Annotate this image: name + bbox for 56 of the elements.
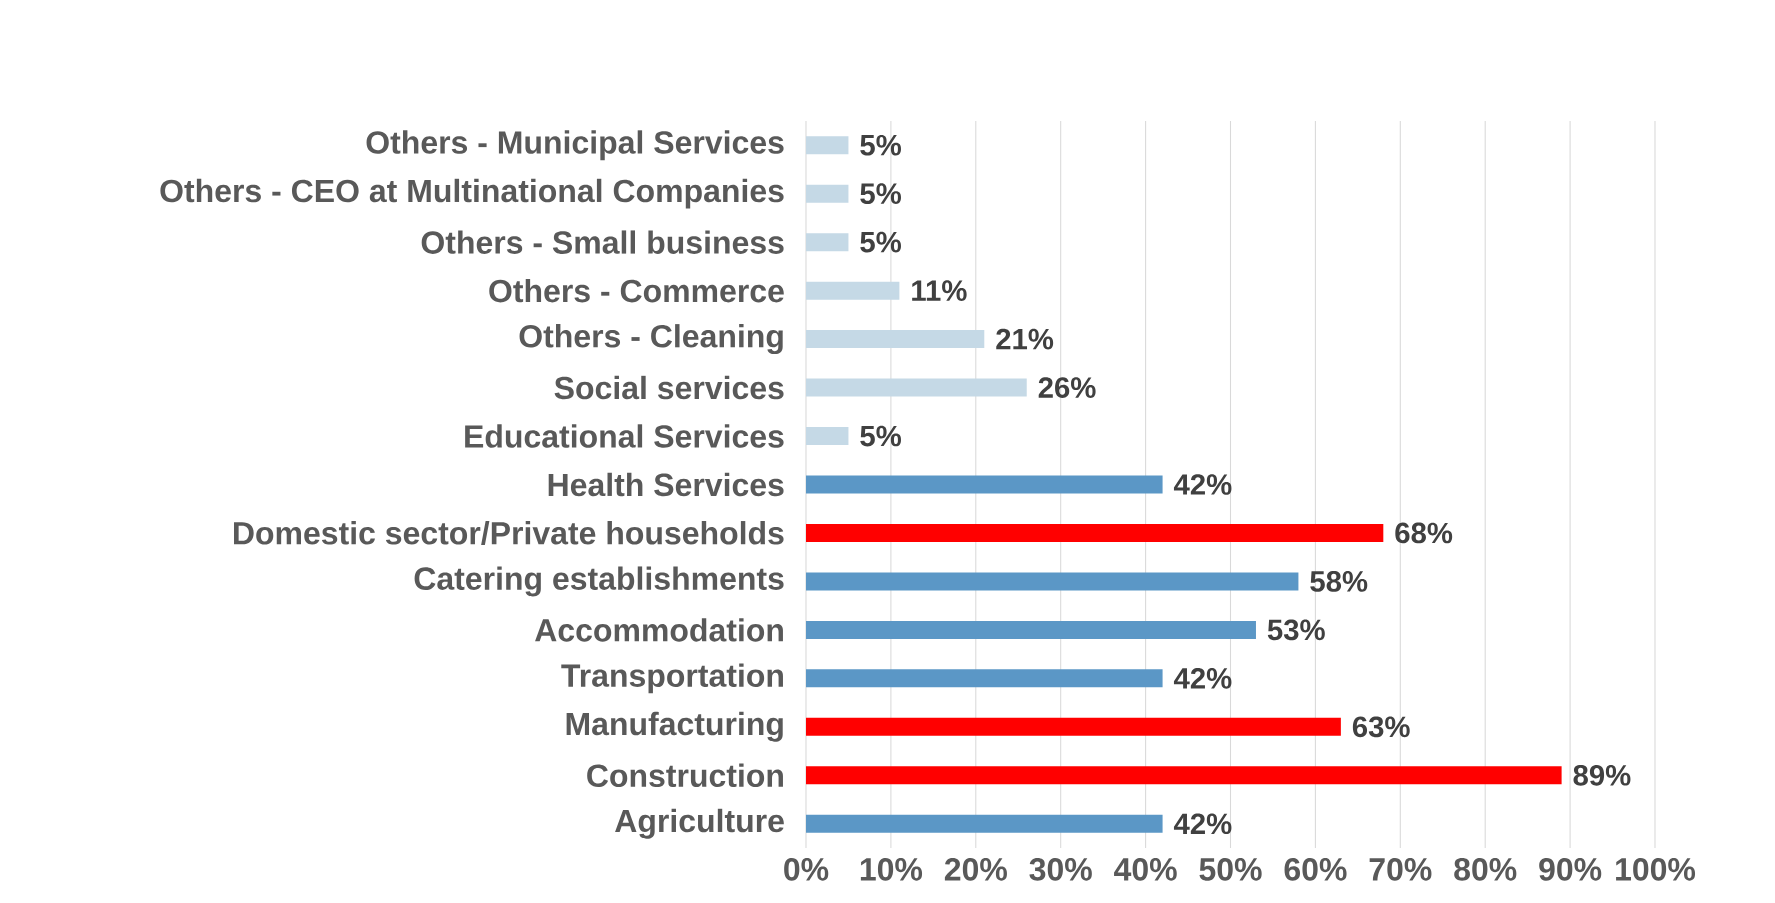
bar: [806, 717, 1341, 736]
y-tick-label: Manufacturing: [566, 711, 783, 742]
data-label: 11%: [912, 280, 967, 301]
x-tick-label: 0%: [784, 858, 829, 881]
y-tick-label: Others - Commerce: [489, 278, 784, 303]
y-tick-label: Accommodation: [535, 618, 783, 642]
bar: [806, 184, 849, 203]
data-label: 5%: [860, 134, 901, 156]
data-label: 26%: [1038, 377, 1096, 398]
bar: [806, 475, 1163, 494]
x-tick-label: 30%: [1029, 858, 1092, 881]
data-label: 42%: [1173, 813, 1232, 835]
y-tick-label: Others - CEO at Multinational Companies: [160, 178, 784, 209]
bar: [806, 669, 1163, 688]
y-tick-label: Agriculture: [615, 808, 784, 839]
data-label: 21%: [996, 328, 1054, 350]
x-tick-label: 80%: [1454, 858, 1517, 881]
bar: [806, 620, 1256, 639]
y-tick-label: Others - Small business: [421, 230, 784, 254]
data-label: 58%: [1310, 571, 1368, 592]
bar: [806, 572, 1299, 591]
x-tick-label: 50%: [1199, 858, 1262, 881]
data-label: 42%: [1173, 474, 1232, 495]
bar: [806, 233, 849, 252]
x-tick-label: 10%: [860, 858, 923, 881]
y-tick-label: Health Services: [548, 472, 784, 497]
data-label: 5%: [860, 183, 901, 205]
y-tick-label: Educational Services: [465, 424, 784, 448]
bar: [806, 814, 1163, 833]
x-tick-label: 60%: [1284, 858, 1347, 881]
bar: [806, 330, 985, 349]
y-tick-label: Others - Municipal Services: [366, 130, 784, 161]
x-tick-label: 90%: [1539, 858, 1602, 881]
data-label: 42%: [1173, 668, 1232, 689]
y-tick-label: Others - Cleaning: [519, 324, 783, 355]
bar: [806, 281, 900, 300]
bar: [806, 427, 849, 446]
bar: [806, 136, 849, 155]
x-tick-label: 20%: [944, 858, 1007, 881]
data-label: 53%: [1267, 619, 1325, 641]
y-tick-label: Social services: [554, 375, 784, 400]
x-tick-label: 100%: [1616, 858, 1696, 881]
data-label: 63%: [1352, 716, 1410, 738]
bar: [806, 378, 1027, 397]
x-tick-label: 70%: [1369, 858, 1432, 881]
x-tick-label: 40%: [1114, 858, 1177, 881]
y-tick-label: Domestic sector/Private households: [234, 521, 784, 545]
data-label: 5%: [860, 425, 901, 447]
data-label: 89%: [1573, 764, 1631, 786]
bar: [806, 523, 1384, 542]
data-label: 68%: [1395, 522, 1453, 544]
data-label: 5%: [860, 231, 901, 253]
y-tick-label: Catering establishments: [414, 566, 784, 597]
y-tick-label: Transportation: [561, 663, 783, 694]
y-tick-label: Construction: [587, 763, 783, 788]
bar: [806, 766, 1562, 785]
